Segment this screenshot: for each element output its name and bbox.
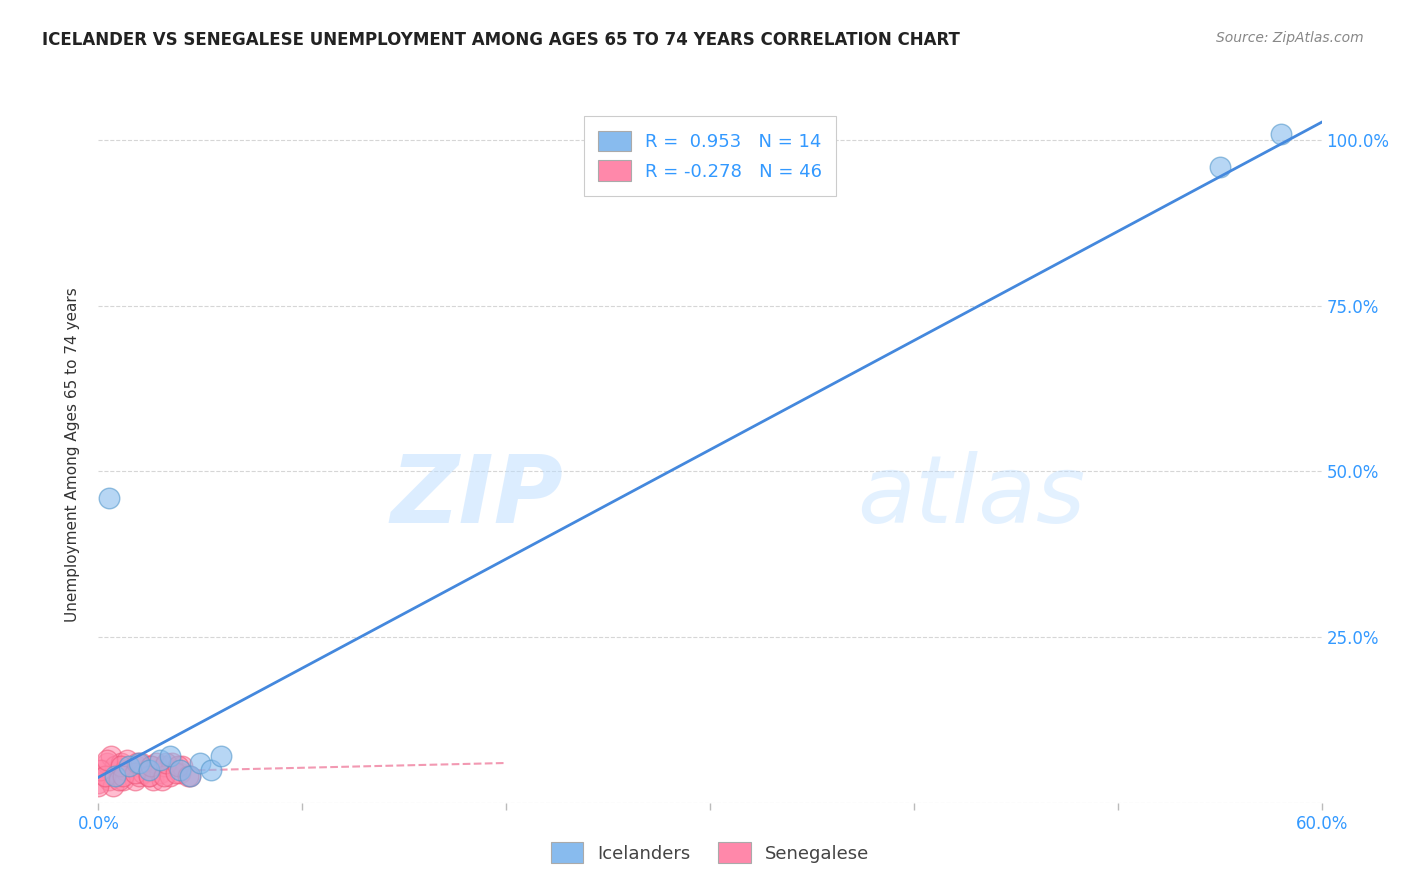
Point <box>118 759 141 773</box>
Point <box>127 759 149 773</box>
Point <box>108 772 131 787</box>
Legend: Icelanders, Senegalese: Icelanders, Senegalese <box>544 835 876 871</box>
Text: ZIP: ZIP <box>391 450 564 542</box>
Point <box>104 759 127 773</box>
Point <box>96 756 118 770</box>
Point <box>89 763 111 777</box>
Point <box>124 766 146 780</box>
Point <box>87 776 110 790</box>
Text: Source: ZipAtlas.com: Source: ZipAtlas.com <box>1216 31 1364 45</box>
Point <box>152 769 174 783</box>
Point <box>101 779 124 793</box>
Point <box>209 749 232 764</box>
Point <box>179 769 201 783</box>
Point <box>110 756 132 770</box>
Point <box>111 772 134 787</box>
Point <box>1270 127 1292 141</box>
Point <box>167 759 190 773</box>
Point <box>138 769 160 783</box>
Point <box>87 779 110 793</box>
Point <box>93 769 115 783</box>
Text: ICELANDER VS SENEGALESE UNEMPLOYMENT AMONG AGES 65 TO 74 YEARS CORRELATION CHART: ICELANDER VS SENEGALESE UNEMPLOYMENT AMO… <box>42 31 960 49</box>
Point <box>169 766 191 780</box>
Point <box>97 491 120 505</box>
Point <box>165 766 187 780</box>
Point <box>142 772 165 787</box>
Point <box>149 753 172 767</box>
Point <box>100 749 122 764</box>
Point <box>96 753 118 767</box>
Point <box>141 759 163 773</box>
Point <box>159 749 181 764</box>
Point <box>111 769 134 783</box>
Point <box>179 769 201 783</box>
Point <box>152 759 174 773</box>
Point <box>91 763 114 777</box>
Point <box>115 753 138 767</box>
Point <box>138 763 160 777</box>
Point <box>169 763 191 777</box>
Point <box>159 769 181 783</box>
Point <box>149 766 172 780</box>
Point <box>97 772 120 787</box>
Point <box>93 769 115 783</box>
Point <box>155 756 177 770</box>
Point <box>188 756 212 770</box>
Y-axis label: Unemployment Among Ages 65 to 74 years: Unemployment Among Ages 65 to 74 years <box>65 287 80 623</box>
Point <box>170 759 193 773</box>
Point <box>1209 160 1232 174</box>
Point <box>150 772 173 787</box>
Point <box>108 769 131 783</box>
Point <box>114 763 136 777</box>
Point <box>104 769 127 783</box>
Point <box>145 756 167 770</box>
Point <box>160 756 183 770</box>
Text: atlas: atlas <box>856 451 1085 542</box>
Point <box>200 763 222 777</box>
Point <box>129 756 152 770</box>
Point <box>177 769 200 783</box>
Point <box>128 756 150 770</box>
Point <box>110 759 132 773</box>
Point <box>128 769 150 783</box>
Point <box>132 766 155 780</box>
Point <box>124 772 146 787</box>
Point <box>141 759 163 773</box>
Point <box>127 756 149 770</box>
Point <box>138 769 160 783</box>
